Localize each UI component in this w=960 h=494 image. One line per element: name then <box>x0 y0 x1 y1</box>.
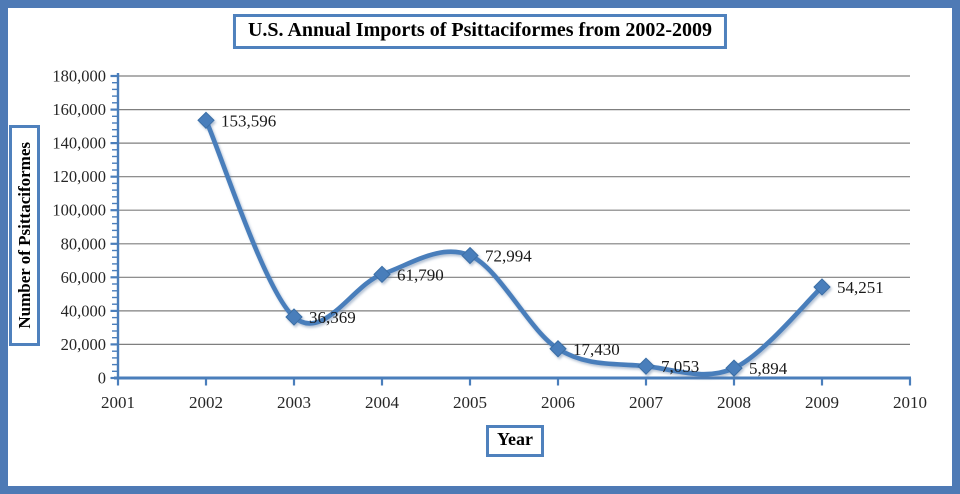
y-tick-label: 180,000 <box>52 67 106 86</box>
y-tick-label: 120,000 <box>52 167 106 186</box>
series-group <box>197 111 831 377</box>
y-tick-label: 0 <box>98 369 106 388</box>
data-point-marker <box>285 308 303 326</box>
chart-title: U.S. Annual Imports of Psittaciformes fr… <box>232 14 728 49</box>
y-tick-label: 100,000 <box>52 201 106 220</box>
y-axis-title-box: Number of Psittaciformes <box>9 125 40 346</box>
data-point-marker <box>461 246 479 265</box>
data-point-marker <box>813 278 831 296</box>
x-tick-label: 2004 <box>365 393 400 412</box>
data-point-label: 54,251 <box>837 278 884 297</box>
y-axis-title: Number of Psittaciformes <box>14 142 34 329</box>
data-point-label: 61,790 <box>397 265 444 284</box>
data-point-label: 153,596 <box>221 111 276 130</box>
data-point-marker <box>637 357 655 375</box>
data-point-marker <box>725 359 743 377</box>
data-point-label: 7,053 <box>661 357 699 376</box>
data-point-label: 5,894 <box>749 359 788 378</box>
y-tick-label: 80,000 <box>61 234 106 253</box>
data-point-label: 72,994 <box>485 247 532 266</box>
y-tick-label: 40,000 <box>61 301 106 320</box>
x-tick-label: 2006 <box>541 393 575 412</box>
data-point-marker <box>197 111 215 130</box>
x-tick-label: 2010 <box>893 393 927 412</box>
x-tick-label: 2008 <box>717 393 751 412</box>
data-point-marker <box>549 340 567 358</box>
data-point-marker <box>373 265 391 284</box>
data-point-label: 36,369 <box>309 308 356 327</box>
y-tick-label: 160,000 <box>52 100 106 119</box>
x-tick-label: 2007 <box>629 393 664 412</box>
x-tick-label: 2009 <box>805 393 839 412</box>
y-tick-label: 20,000 <box>61 335 106 354</box>
y-tick-label: 140,000 <box>52 134 106 153</box>
x-tick-label: 2002 <box>189 393 223 412</box>
chart-svg: 0 20,000 40,000 60,000 80,000 100,000 120,000 1… <box>52 67 927 413</box>
y-tick-label: 60,000 <box>61 268 106 287</box>
x-axis-title: Year <box>486 425 544 457</box>
x-tick-label: 2005 <box>453 393 487 412</box>
x-tick-label: 2001 <box>101 393 135 412</box>
x-tick-label: 2003 <box>277 393 311 412</box>
data-point-label: 17,430 <box>573 340 620 359</box>
